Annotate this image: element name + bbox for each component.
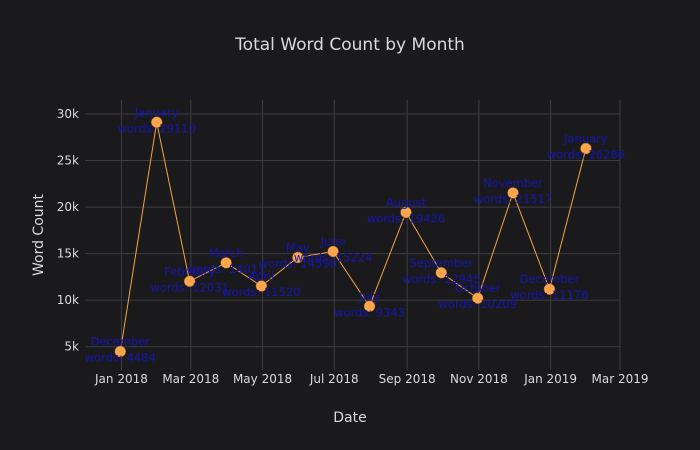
point-month-label: January <box>134 105 179 119</box>
x-tick-label: Jan 2018 <box>94 372 148 386</box>
point-words-label: words: 26286 <box>547 148 625 162</box>
point-month-label: July <box>358 289 380 303</box>
data-point[interactable] <box>435 267 448 279</box>
series-line <box>119 122 587 352</box>
y-tick-label: 30k <box>57 107 79 121</box>
point-month-label: October <box>455 281 501 295</box>
x-tick-label: Mar 2018 <box>162 372 219 386</box>
x-tick-label: May 2018 <box>233 372 292 386</box>
data-point[interactable] <box>114 345 127 358</box>
point-words-label: words: 12945 <box>402 272 480 286</box>
point-month-label: April <box>248 269 274 283</box>
point-month-label: February <box>164 264 215 278</box>
data-point[interactable] <box>400 206 412 219</box>
point-month-label: December <box>90 335 150 349</box>
x-tick-label: Jul 2018 <box>309 372 359 386</box>
x-tick-label: Jan 2019 <box>523 372 577 386</box>
point-month-label: May <box>286 240 310 254</box>
point-words-label: words: 12031 <box>150 280 228 294</box>
point-words-label: words: 9343 <box>334 305 405 319</box>
data-point[interactable] <box>292 251 304 264</box>
point-month-label: December <box>520 272 580 286</box>
point-words-label: words: 4484 <box>85 351 156 365</box>
point-words-label: words: 10209 <box>439 297 517 311</box>
y-axis-title: Word Count <box>31 193 47 276</box>
y-tick-label: 5k <box>64 340 79 354</box>
x-tick-label: Mar 2019 <box>592 372 649 386</box>
data-point[interactable] <box>543 283 556 295</box>
series <box>114 116 592 358</box>
point-month-label: August <box>386 195 427 209</box>
data-point[interactable] <box>183 275 196 288</box>
point-month-label: March <box>209 246 244 260</box>
x-axis-title: Date <box>333 410 366 426</box>
point-words-label: words: 11176 <box>510 288 588 302</box>
x-tick-label: Sep 2018 <box>379 372 436 386</box>
y-tick-label: 10k <box>57 293 79 307</box>
y-tick-label: 15k <box>57 247 79 261</box>
point-labels: December words: 4484 January words: 29110 Fe… <box>85 105 625 364</box>
point-words-label: words: 21517 <box>474 192 552 206</box>
tick-labels: Jan 2018 Mar 2018 May 2018 Jul 2018 Sep 2018… <box>57 107 649 386</box>
point-words-label: words: 11520 <box>222 285 300 299</box>
point-month-label: June <box>320 235 346 249</box>
x-tick-label: Nov 2018 <box>450 372 508 386</box>
point-words-label: words: 29110 <box>118 121 196 135</box>
y-tick-label: 20k <box>57 200 79 214</box>
data-point[interactable] <box>327 245 339 258</box>
point-words-label: words: 14590 <box>259 256 337 270</box>
data-point[interactable] <box>471 292 484 304</box>
point-words-label: words: 15224 <box>294 251 372 265</box>
data-point[interactable] <box>255 280 268 292</box>
point-month-label: January <box>563 132 608 146</box>
data-point[interactable] <box>507 187 519 199</box>
point-month-label: September <box>409 256 473 270</box>
chart-title: Total Word Count by Month <box>234 35 465 55</box>
point-words-label: words: 14011 <box>187 262 265 276</box>
point-words-label: words: 19426 <box>367 211 445 225</box>
gridlines <box>85 100 621 370</box>
data-point[interactable] <box>220 257 232 269</box>
data-point[interactable] <box>363 300 376 313</box>
point-month-label: November <box>483 176 543 190</box>
data-point[interactable] <box>150 116 163 129</box>
data-point[interactable] <box>580 142 592 155</box>
y-tick-label: 25k <box>57 154 79 168</box>
